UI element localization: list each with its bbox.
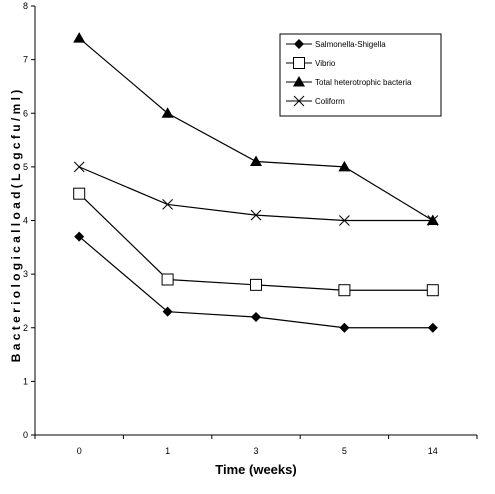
data-point — [162, 306, 173, 317]
legend-marker — [293, 57, 305, 69]
data-point — [162, 199, 173, 210]
legend-label: Vibrio — [315, 59, 336, 68]
data-point — [339, 215, 350, 226]
legend-entry: Salmonella-Shigella — [286, 39, 386, 49]
data-point — [74, 231, 85, 242]
data-point — [250, 278, 262, 291]
series-line — [78, 166, 433, 222]
data-point-stroke — [427, 215, 439, 226]
y-tick-label: 3 — [23, 269, 28, 279]
data-point — [250, 209, 262, 221]
series-line — [78, 193, 433, 291]
legend-label: Coliform — [315, 97, 345, 106]
legend-entry: Vibrio — [286, 57, 336, 69]
legend-marker — [294, 39, 304, 49]
x-tick-label: 5 — [342, 446, 347, 456]
x-tick-label: 3 — [253, 446, 258, 456]
data-point-stroke — [250, 209, 262, 221]
x-tick-label: 0 — [77, 446, 82, 456]
y-tick-label: 5 — [23, 162, 28, 172]
legend-label: Total heterotrophic bacteria — [315, 78, 412, 87]
legend-marker — [293, 95, 305, 107]
y-tick-label: 6 — [23, 108, 28, 118]
legend-label: Salmonella-Shigella — [315, 40, 386, 49]
y-axis-title: B a c t e r i o l o g i c a l l o a d ( … — [9, 90, 23, 362]
data-point — [161, 107, 174, 118]
legend-marker-stroke — [293, 95, 305, 107]
legend: Salmonella-Shigella Vibrio Total heterotro… — [279, 33, 442, 117]
data-point-stroke — [339, 215, 350, 226]
y-tick-label: 1 — [23, 376, 28, 386]
data-point-stroke — [162, 199, 173, 210]
data-point — [73, 187, 86, 200]
data-point — [250, 155, 262, 167]
data-point — [73, 32, 86, 43]
legend-entry: Coliform — [286, 95, 345, 107]
data-point — [251, 312, 261, 323]
series-2 — [73, 32, 439, 225]
y-tick-label: 7 — [23, 55, 28, 65]
y-tick-label: 2 — [23, 323, 28, 333]
legend-marker — [293, 76, 305, 87]
x-axis-title: Time (weeks) — [215, 462, 296, 477]
data-point-stroke — [73, 161, 85, 173]
data-point — [426, 214, 439, 225]
x-tick-label: 1 — [165, 446, 170, 456]
data-point — [427, 215, 439, 226]
y-tick-label: 8 — [23, 1, 28, 11]
series-3 — [73, 161, 439, 226]
data-point — [427, 322, 438, 333]
series-0 — [74, 231, 438, 333]
y-tick-label: 4 — [23, 216, 28, 226]
legend-box — [279, 33, 442, 117]
data-point — [73, 161, 85, 173]
data-point — [339, 322, 350, 333]
data-point — [338, 160, 351, 172]
data-point — [426, 284, 439, 297]
data-point — [338, 284, 351, 297]
y-tick-label: 0 — [23, 430, 28, 440]
data-point — [161, 273, 174, 286]
series-1 — [73, 187, 439, 297]
x-tick-label: 14 — [428, 446, 438, 456]
legend-entry: Total heterotrophic bacteria — [286, 76, 412, 87]
